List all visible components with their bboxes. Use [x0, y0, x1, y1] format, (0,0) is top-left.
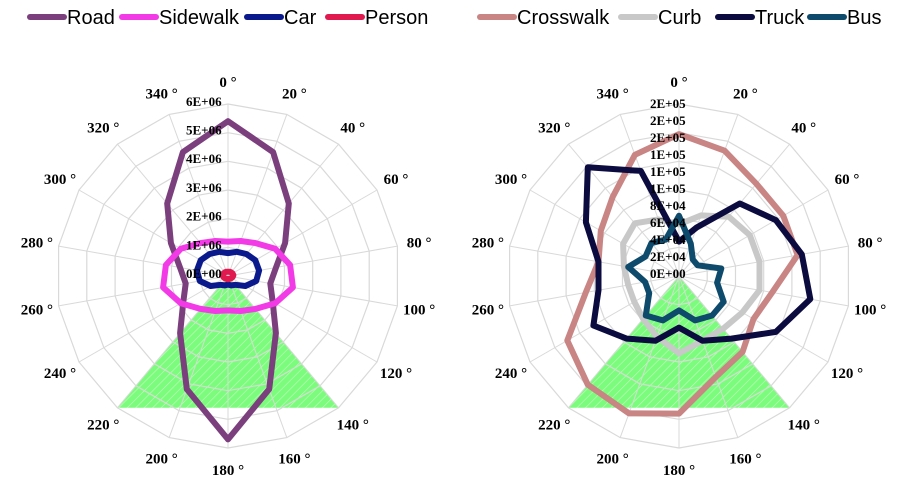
angle-tick-label: 60 ° — [835, 172, 860, 188]
series-line-bus — [625, 212, 727, 324]
grid-spoke — [227, 275, 288, 438]
legend-label-sidewalk: Sidewalk — [159, 7, 240, 29]
grid-spoke — [678, 189, 829, 277]
legend-label-road: Road — [67, 7, 115, 29]
legend-label-bus: Bus — [847, 7, 881, 29]
grid-spoke — [619, 114, 680, 277]
angle-tick-label: 100 ° — [403, 303, 435, 319]
angle-tick-label: 200 ° — [596, 451, 628, 467]
grid-spoke — [678, 275, 739, 438]
grid-spoke — [168, 275, 229, 438]
radial-tick-label: 2E+05 — [650, 96, 686, 111]
grid-spoke — [509, 245, 680, 277]
grid-spoke — [678, 275, 849, 307]
legend-right: Crosswalk Curb Truck Bus — [477, 7, 881, 29]
angle-tick-label: 80 ° — [407, 235, 432, 251]
grid-spoke — [509, 275, 680, 307]
radial-tick-label: 2E+05 — [650, 113, 686, 128]
grid-spoke — [529, 189, 680, 277]
radial-tick-label: 4E+06 — [186, 151, 222, 166]
grid-spoke — [227, 275, 339, 409]
legend-label-curb: Curb — [658, 7, 701, 29]
angle-tick-label: 140 ° — [788, 418, 820, 434]
angle-tick-label: 0 ° — [219, 75, 236, 91]
angle-tick-label: 260 ° — [472, 303, 504, 319]
angle-tick-label: 260 ° — [21, 303, 53, 319]
grid-spoke — [529, 275, 680, 363]
angle-tick-label: 40 ° — [340, 120, 365, 136]
radial-tick-label: 6E+04 — [650, 215, 686, 230]
radial-tick-label: 1E+05 — [650, 181, 686, 196]
angle-tick-label: 120 ° — [380, 366, 412, 382]
angle-tick-label: 140 ° — [337, 418, 369, 434]
angle-tick-label: 180 ° — [663, 463, 695, 479]
radial-tick-label: 6E+06 — [186, 94, 222, 109]
grid-spoke — [227, 275, 378, 363]
angle-tick-label: 320 ° — [538, 120, 570, 136]
angle-tick-label: 340 ° — [596, 87, 628, 103]
angle-tick-label: 180 ° — [212, 463, 244, 479]
series-line-curb — [620, 212, 763, 357]
angle-tick-label: 280 ° — [472, 235, 504, 251]
radial-tick-label: 5E+06 — [186, 123, 222, 138]
angle-tick-label: 80 ° — [858, 235, 883, 251]
angle-tick-label: 340 ° — [145, 87, 177, 103]
radial-tick-label: 1E+05 — [650, 147, 686, 162]
legend-label-person: Person — [365, 7, 428, 29]
angle-tick-label: 100 ° — [854, 303, 886, 319]
angle-tick-label: 240 ° — [495, 366, 527, 382]
radial-tick-label: 2E+05 — [650, 130, 686, 145]
angle-tick-label: 40 ° — [791, 120, 816, 136]
angle-tick-label: 220 ° — [538, 418, 570, 434]
grid-spoke — [678, 143, 790, 277]
series-line-truck — [582, 164, 814, 344]
angle-tick-label: 300 ° — [495, 172, 527, 188]
grid-spoke — [78, 275, 229, 363]
radar-chart-right: 0 ° 20 ° 40 ° 60 ° 80 ° 100 ° 120 ° 140 ° 160 ° 1… — [472, 75, 886, 479]
series-line-sidewalk — [160, 238, 296, 314]
angle-tick-label: 20 ° — [733, 87, 758, 103]
radial-tick-label: 1E+06 — [186, 237, 222, 252]
angle-tick-label: 160 ° — [278, 451, 310, 467]
series-line-person — [219, 268, 237, 283]
series-line-crosswalk — [564, 131, 801, 417]
radar-chart-left: 0 ° 20 ° 40 ° 60 ° 80 ° 100 ° 120 ° 140 ° 160 ° 1… — [21, 75, 435, 479]
legend-label-truck: Truck — [755, 7, 805, 29]
angle-tick-label: 60 ° — [384, 172, 409, 188]
radial-tick-label: 0E+00 — [186, 266, 222, 281]
series-line-road — [164, 118, 292, 443]
angle-tick-label: 280 ° — [21, 235, 53, 251]
angle-tick-label: 20 ° — [282, 87, 307, 103]
angle-tick-label: 240 ° — [44, 366, 76, 382]
radial-tick-label: 0E+00 — [650, 266, 686, 281]
radial-tick-label: 3E+06 — [186, 180, 222, 195]
radial-tick-label: 1E+05 — [650, 164, 686, 179]
angle-tick-label: 160 ° — [729, 451, 761, 467]
angle-tick-label: 300 ° — [44, 172, 76, 188]
grid-spoke — [117, 275, 229, 409]
legend-label-crosswalk: Crosswalk — [517, 7, 610, 29]
legend-left: Road Sidewalk Car Person — [27, 7, 428, 29]
series-line-car — [193, 248, 263, 289]
angle-tick-label: 0 ° — [670, 75, 687, 91]
angle-tick-label: 120 ° — [831, 366, 863, 382]
legend-label-car: Car — [284, 7, 317, 29]
radial-tick-label: 4E+04 — [650, 232, 686, 247]
angle-tick-label: 320 ° — [87, 120, 119, 136]
radial-tick-label: 2E+04 — [650, 249, 686, 264]
radial-tick-label: 8E+04 — [650, 198, 686, 213]
grid-spoke — [678, 245, 849, 277]
radial-tick-label: 2E+06 — [186, 209, 222, 224]
angle-tick-label: 220 ° — [87, 418, 119, 434]
angle-tick-label: 200 ° — [145, 451, 177, 467]
grid-spoke — [678, 275, 790, 409]
